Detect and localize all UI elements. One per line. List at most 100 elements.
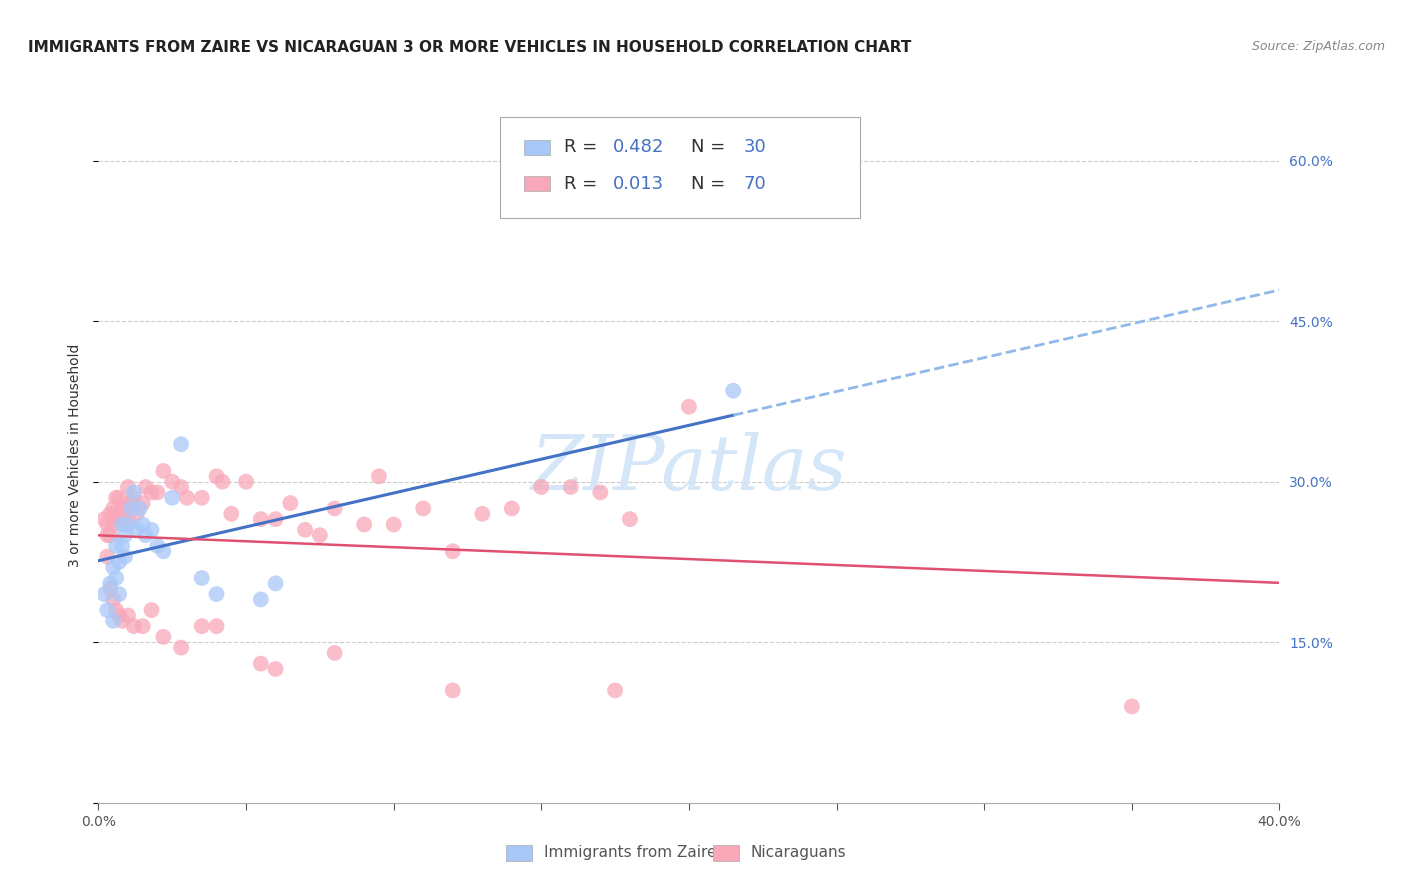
Point [221, 507, 243, 521]
Point [412, 501, 434, 516]
Point [128, 501, 150, 516]
Point [98, 507, 121, 521]
Point [111, 614, 134, 628]
Point [323, 501, 346, 516]
Point [103, 560, 125, 574]
Point [96, 549, 118, 564]
Text: N =: N = [692, 175, 731, 193]
Point [170, 640, 193, 655]
Point [108, 555, 131, 569]
Point [264, 576, 287, 591]
Point [353, 517, 375, 532]
Point [619, 512, 641, 526]
Point [103, 517, 125, 532]
Point [108, 608, 131, 623]
Point [135, 480, 157, 494]
FancyBboxPatch shape [501, 118, 860, 219]
Point [170, 437, 193, 451]
Point [191, 491, 214, 505]
Point [122, 485, 145, 500]
Point [111, 512, 134, 526]
Text: 0.482: 0.482 [613, 138, 665, 156]
Point [98, 528, 121, 542]
Point [125, 523, 148, 537]
Point [205, 469, 228, 483]
Point [105, 571, 128, 585]
Text: Source: ZipAtlas.com: Source: ZipAtlas.com [1251, 40, 1385, 54]
Point [111, 501, 134, 516]
Point [530, 480, 553, 494]
FancyBboxPatch shape [523, 140, 550, 155]
Point [111, 517, 134, 532]
Point [560, 480, 582, 494]
Point [96, 517, 118, 532]
FancyBboxPatch shape [523, 176, 550, 191]
Point [93, 587, 115, 601]
Point [141, 485, 163, 500]
Point [368, 469, 391, 483]
Point [93, 512, 115, 526]
Point [471, 507, 494, 521]
Point [723, 384, 745, 398]
Point [309, 528, 332, 542]
Point [132, 619, 155, 633]
Point [170, 480, 193, 494]
Y-axis label: 3 or more Vehicles in Household: 3 or more Vehicles in Household [69, 343, 83, 566]
Point [191, 619, 214, 633]
Point [103, 501, 125, 516]
Point [105, 507, 128, 521]
Point [162, 475, 183, 489]
Point [105, 603, 128, 617]
Point [98, 582, 121, 596]
FancyBboxPatch shape [713, 846, 738, 861]
Point [141, 603, 163, 617]
Point [1121, 699, 1143, 714]
Text: R =: R = [564, 138, 603, 156]
Point [105, 539, 128, 553]
Point [211, 475, 233, 489]
Point [135, 528, 157, 542]
Point [280, 496, 302, 510]
Point [132, 496, 155, 510]
Point [96, 603, 118, 617]
Point [117, 517, 139, 532]
Point [108, 491, 131, 505]
Point [176, 491, 198, 505]
Point [441, 683, 464, 698]
Text: N =: N = [692, 138, 731, 156]
Point [122, 491, 145, 505]
Point [117, 608, 139, 623]
Point [152, 544, 174, 558]
Point [264, 662, 287, 676]
Point [250, 512, 273, 526]
Point [382, 517, 405, 532]
Point [122, 619, 145, 633]
Point [125, 507, 148, 521]
Point [250, 657, 273, 671]
Point [114, 501, 136, 516]
Point [323, 646, 346, 660]
Point [132, 517, 155, 532]
Point [120, 501, 142, 516]
Point [501, 501, 523, 516]
Point [117, 480, 139, 494]
Point [103, 512, 125, 526]
Text: ZIPatlas: ZIPatlas [530, 432, 848, 506]
Point [678, 400, 700, 414]
Point [98, 576, 121, 591]
Point [264, 512, 287, 526]
Point [111, 539, 134, 553]
Point [250, 592, 273, 607]
Point [235, 475, 257, 489]
Point [441, 544, 464, 558]
Point [108, 587, 131, 601]
Text: Immigrants from Zaire: Immigrants from Zaire [544, 846, 716, 861]
Point [191, 571, 214, 585]
Point [117, 512, 139, 526]
Text: 30: 30 [744, 138, 766, 156]
FancyBboxPatch shape [506, 846, 531, 861]
Point [114, 549, 136, 564]
Point [205, 619, 228, 633]
Point [103, 614, 125, 628]
Point [152, 464, 174, 478]
